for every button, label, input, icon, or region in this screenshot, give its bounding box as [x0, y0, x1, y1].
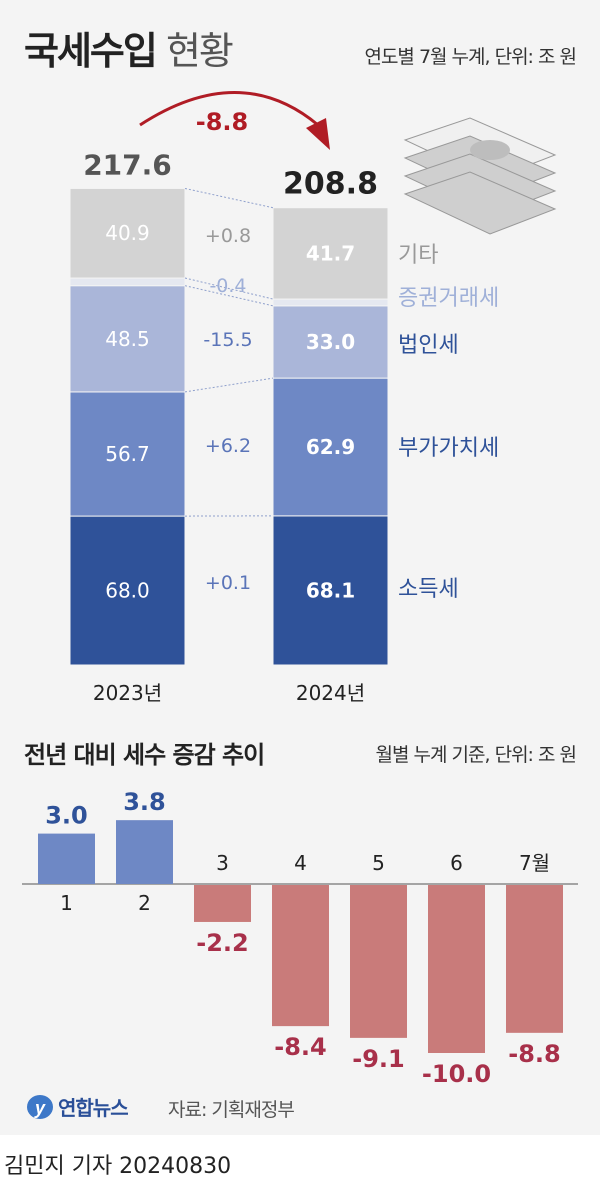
- series-name-label: 소득세: [398, 577, 459, 602]
- month-bar: [38, 833, 95, 884]
- segment-value: 68.1: [306, 578, 355, 602]
- diff-label: +0.1: [205, 572, 251, 594]
- series-name-label: 증권거래세: [398, 286, 499, 311]
- unit-note-top: 연도별 7월 누계, 단위: 조 원: [364, 46, 577, 68]
- stack-segment-4: [69, 187, 186, 279]
- stack-segment-1: [272, 377, 389, 517]
- subtitle: 전년 대비 세수 증감 추이: [24, 741, 265, 769]
- month-label: 2: [138, 891, 151, 915]
- month-bar: [116, 820, 173, 884]
- change-label: -8.8: [196, 108, 248, 136]
- title-bold: 국세수입: [24, 29, 158, 73]
- month-value-label: -2.2: [196, 929, 248, 957]
- diff-label: +6.2: [205, 435, 251, 457]
- month-value-label: -8.8: [508, 1040, 560, 1068]
- stack-segment-2: [272, 305, 389, 379]
- month-value-label: -10.0: [422, 1060, 491, 1088]
- month-bar: [428, 885, 485, 1053]
- month-bar: [272, 885, 329, 1027]
- arrowhead-icon: [306, 118, 330, 150]
- segment-value: 33.0: [306, 330, 355, 354]
- money-stack-icon: [403, 117, 557, 235]
- segment-value: 62.9: [306, 435, 355, 459]
- month-label: 6: [450, 851, 463, 875]
- diff-label: -0.4: [209, 275, 246, 297]
- yonhap-logo: y 연합뉴스: [26, 1092, 129, 1121]
- connector-line: [184, 285, 274, 307]
- year-label: 2023년: [93, 681, 162, 705]
- month-value-label: -9.1: [352, 1045, 404, 1073]
- yonhap-logo-icon: y: [27, 1094, 53, 1119]
- segment-value: 68.0: [105, 579, 150, 603]
- month-label: 4: [294, 851, 307, 875]
- diff-label: -15.5: [203, 329, 252, 351]
- month-bar: [194, 885, 251, 922]
- segment-value: 56.7: [105, 442, 150, 466]
- byline: 김민지 기자 20240830: [4, 1154, 232, 1179]
- month-label: 7월: [519, 851, 550, 875]
- month-label: 1: [60, 891, 73, 915]
- source: 자료: 기획재정부: [168, 1099, 295, 1121]
- connector-line: [184, 377, 274, 393]
- month-label: 3: [216, 851, 229, 875]
- series-name-label: 법인세: [398, 333, 459, 358]
- change-arrow: [139, 91, 319, 127]
- connector-line: [184, 187, 274, 209]
- stack-segment-0: [272, 515, 389, 666]
- diff-label: +0.8: [205, 225, 251, 247]
- stack-segment-3: [69, 277, 186, 287]
- segment-value: 48.5: [105, 327, 150, 351]
- month-value-label: 3.0: [45, 802, 88, 830]
- stack-segment-3: [272, 298, 389, 307]
- chart-canvas: 68.056.748.53.540.9217.62023년68.162.933.…: [22, 91, 578, 1088]
- connector-line: [184, 277, 274, 300]
- stack-segment-2: [69, 285, 186, 393]
- month-bar: [506, 885, 563, 1033]
- page-title: 국세수입 현황: [24, 20, 234, 75]
- series-name-label: 기타: [398, 243, 438, 268]
- total-label: 217.6: [83, 148, 172, 181]
- segment-value: 41.7: [306, 241, 355, 265]
- unit-note-bottom: 월별 누계 기준, 단위: 조 원: [375, 744, 577, 766]
- month-label: 5: [372, 851, 385, 875]
- stack-segment-4: [272, 207, 389, 300]
- segment-value: 40.9: [105, 221, 150, 245]
- total-label: 208.8: [283, 167, 378, 202]
- stack-segment-0: [69, 515, 186, 666]
- year-label: 2024년: [296, 681, 365, 705]
- logo-text: 연합뉴스: [58, 1096, 129, 1120]
- stack-segment-1: [69, 391, 186, 517]
- month-value-label: -8.4: [274, 1033, 326, 1061]
- month-value-label: 3.8: [123, 788, 166, 816]
- svg-text:y: y: [34, 1098, 46, 1118]
- month-bar: [350, 885, 407, 1038]
- title-normal: 현황: [165, 29, 234, 73]
- series-name-label: 부가가치세: [398, 436, 499, 461]
